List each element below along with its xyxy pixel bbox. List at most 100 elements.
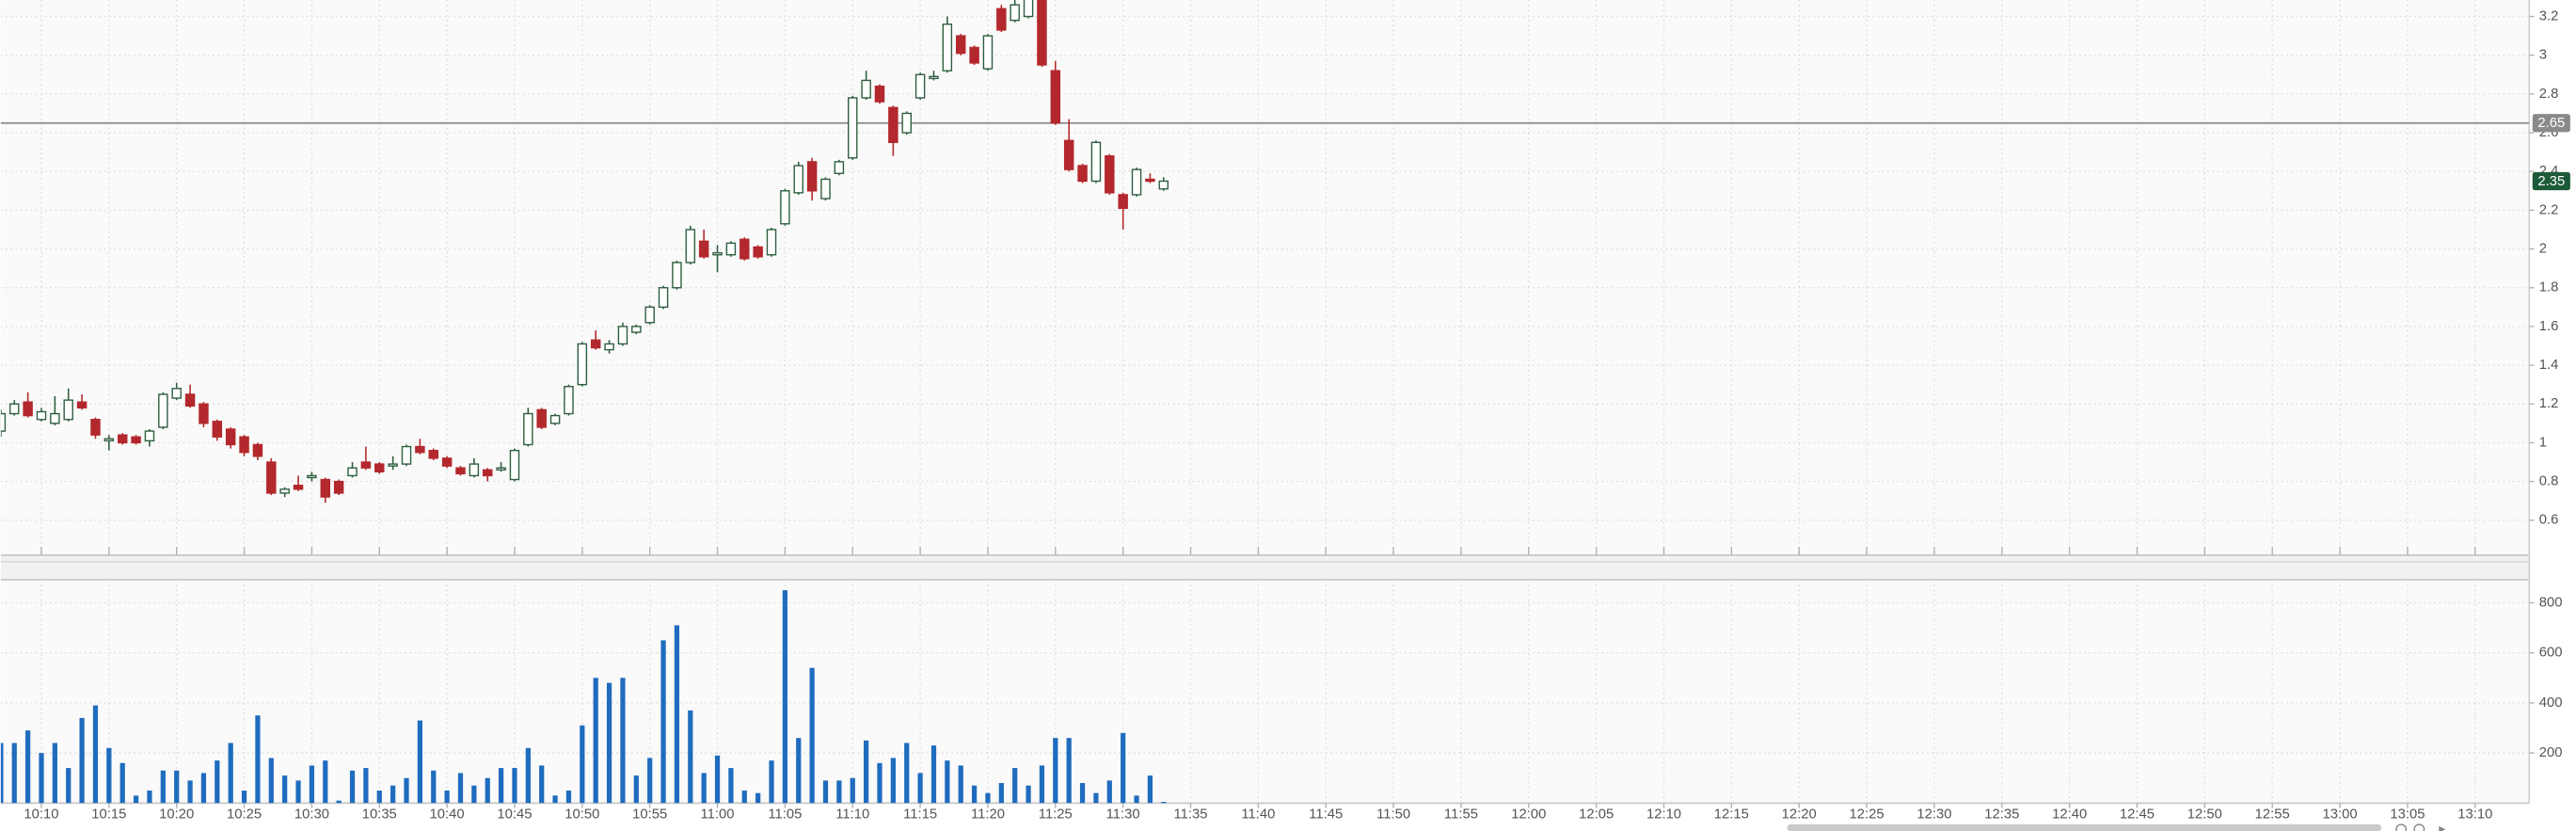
volume-bar (782, 590, 788, 804)
y-tick-label: 3.2 (2539, 8, 2559, 24)
scroll-right-button[interactable] (2439, 825, 2446, 831)
volume-bar (390, 785, 396, 804)
x-tick-label: 12:00 (1511, 807, 1546, 822)
zoom-in-button[interactable] (2413, 823, 2425, 831)
volume-bar (917, 773, 923, 804)
candle-body (982, 35, 994, 70)
volume-bar (633, 775, 639, 804)
candle-body (739, 238, 750, 260)
volume-bar (444, 791, 450, 804)
candle-body (698, 240, 709, 258)
y-tick-label: 1.8 (2539, 280, 2559, 296)
volume-bar (1147, 775, 1153, 804)
volume-bar (52, 743, 57, 804)
volume-bar (945, 760, 950, 804)
volume-bar (1121, 732, 1126, 804)
x-tick-label: 12:20 (1782, 807, 1817, 822)
candle-body (780, 190, 790, 225)
x-tick-label: 12:40 (2052, 807, 2087, 822)
zoom-out-button[interactable] (2395, 823, 2408, 831)
candle-body (76, 401, 87, 409)
price-pane (0, 0, 2530, 555)
volume-bar (890, 758, 896, 804)
candle-body (914, 73, 926, 99)
y-tick-label: 1.6 (2539, 319, 2559, 334)
candle-body (942, 24, 953, 72)
volume-bar (809, 667, 815, 804)
candle-body (360, 461, 372, 469)
candle-body (672, 262, 682, 289)
candle-body (158, 393, 168, 428)
candle-body (171, 388, 182, 399)
volume-bar (376, 791, 382, 804)
volume-bar (525, 747, 531, 804)
volume-bar (349, 770, 356, 804)
candle-body (239, 436, 249, 454)
candle-body (888, 106, 898, 144)
candle-body (1145, 178, 1155, 183)
volume-bar (822, 780, 829, 804)
volume-bar (741, 791, 747, 804)
x-tick-label: 13:00 (2323, 807, 2358, 822)
volume-bar (850, 777, 855, 804)
volume-bar (620, 678, 626, 804)
volume-bar (498, 768, 504, 804)
x-tick-label: 10:50 (564, 807, 599, 822)
volume-bar (674, 625, 680, 804)
x-tick-label: 10:45 (497, 807, 532, 822)
candle-body (455, 467, 466, 475)
x-tick-label: 11:05 (768, 807, 802, 822)
candle-body (1077, 165, 1088, 183)
volume-bar (593, 678, 598, 804)
volume-bar (755, 792, 761, 804)
volume-bar (255, 715, 261, 804)
volume-bar (1012, 768, 1018, 804)
candle-body (644, 306, 655, 324)
volume-bar (552, 795, 558, 804)
volume-bar (215, 760, 220, 804)
volume-tick-label: 400 (2539, 695, 2563, 711)
candle-body (225, 428, 236, 446)
volume-bar (864, 740, 869, 804)
volume-bar (147, 791, 152, 804)
candle-body (834, 161, 845, 174)
candle-body (1105, 155, 1115, 194)
candle-body (955, 35, 966, 55)
candle-body (307, 474, 317, 479)
labels: 10:10 10:15 10:20 10:25 10:30 10:35 10:40 10:45… (24, 8, 2570, 822)
volume-bar (796, 738, 802, 804)
price-line-badge (2532, 114, 2570, 133)
x-tick-label: 11:35 (1174, 807, 1208, 822)
volume-bar (836, 780, 842, 804)
volume-bar (471, 785, 477, 804)
volume-pane (0, 580, 2530, 804)
candle-body (50, 412, 60, 424)
candle-body (482, 469, 493, 477)
candle-body (549, 414, 561, 424)
candle-body (1010, 4, 1020, 22)
candle-body (63, 399, 73, 421)
candle-body (9, 403, 20, 415)
candle-body (23, 401, 33, 417)
volume-bar (1093, 792, 1099, 804)
x-tick-label: 12:35 (1984, 807, 2019, 822)
x-tick-label: 10:35 (362, 807, 397, 822)
candle-body (212, 421, 223, 438)
volume-bar (309, 765, 315, 804)
volume-bar (971, 785, 978, 804)
candle-body (1037, 0, 1047, 66)
x-tick-label: 11:30 (1106, 807, 1140, 822)
volume-bar (228, 743, 233, 804)
candle-body (401, 445, 412, 465)
volume-bar (241, 791, 247, 804)
volume-bar (998, 783, 1004, 804)
x-tick-label: 11:40 (1241, 807, 1275, 822)
scrollbar[interactable] (1787, 824, 2382, 831)
candle-body (564, 386, 574, 415)
volume-bar (323, 760, 328, 804)
pane-divider (0, 554, 2530, 581)
candle-body (1090, 141, 1102, 183)
candle-body (279, 488, 290, 494)
volume-tick-label: 600 (2539, 646, 2563, 661)
candle-body (144, 430, 155, 442)
